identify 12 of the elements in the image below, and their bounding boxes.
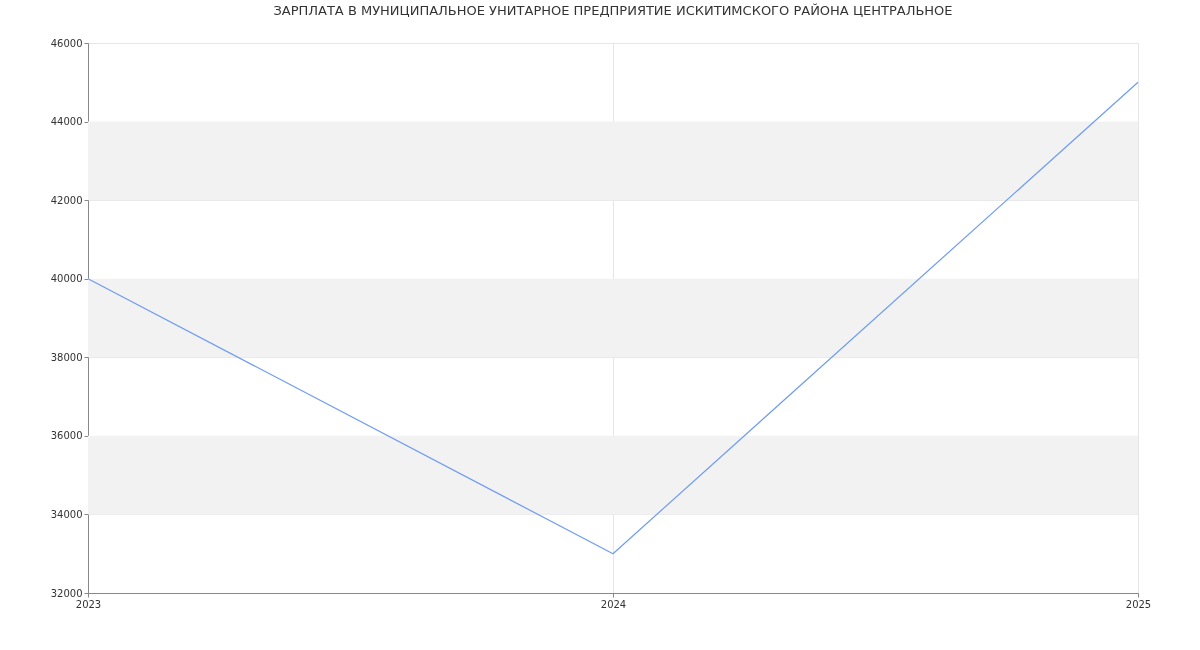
y-tick-label: 44000 <box>50 116 83 128</box>
chart-title: ЗАРПЛАТА В МУНИЦИПАЛЬНОЕ УНИТАРНОЕ ПРЕДПРИЯТИЕ ИСКИТИМСКОГО РАЙОНА ЦЕНТРАЛЬНОЕ <box>273 3 953 18</box>
y-tick-label: 46000 <box>50 37 83 49</box>
y-tick-label: 42000 <box>50 194 83 206</box>
x-tick-label: 2023 <box>75 598 102 610</box>
y-tick-label: 40000 <box>50 273 83 285</box>
y-tick-label: 34000 <box>50 508 83 520</box>
x-tick-label: 2025 <box>1125 598 1152 610</box>
y-tick-label: 36000 <box>50 430 83 442</box>
y-tick-label: 32000 <box>50 587 83 599</box>
x-tick-label: 2024 <box>600 598 627 610</box>
y-tick-label: 38000 <box>50 351 83 363</box>
